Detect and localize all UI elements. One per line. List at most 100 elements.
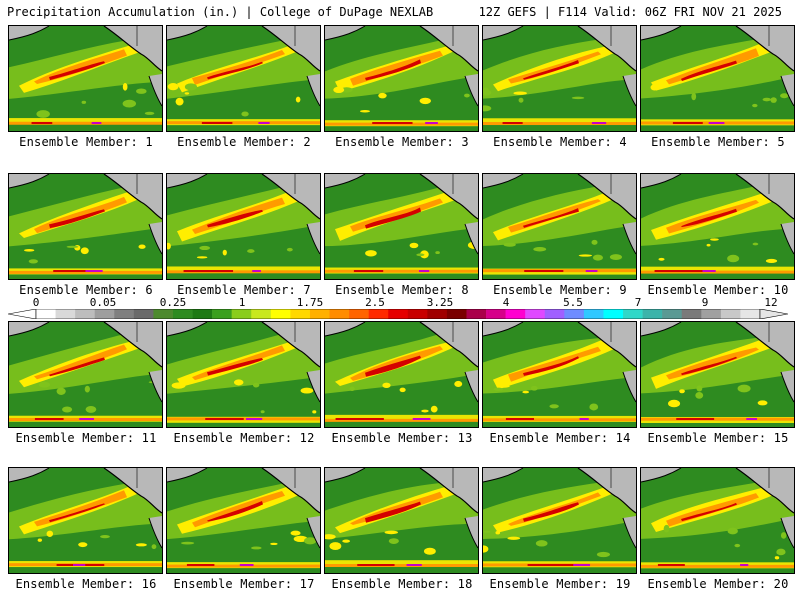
ensemble-caption: Ensemble Member: 1 xyxy=(19,135,153,149)
colorbar-label: 7 xyxy=(634,296,642,309)
colorbar-swatch xyxy=(349,309,369,319)
colorbar: 0 0.05 0.25 1 1.75 2.5 3.25 4 5.5 7 9 12 xyxy=(8,297,788,321)
colorbar-label: 0.25 xyxy=(159,296,187,309)
ensemble-caption: Ensemble Member: 7 xyxy=(177,283,311,297)
colorbar-swatch xyxy=(525,309,546,319)
ensemble-map-10 xyxy=(640,173,795,280)
ensemble-map-12 xyxy=(166,321,321,428)
colorbar-label: 0 xyxy=(32,296,40,309)
colorbar-label: 1.75 xyxy=(296,296,324,309)
colorbar-swatch xyxy=(153,309,174,319)
ensemble-map-7 xyxy=(166,173,321,280)
ensemble-caption: Ensemble Member: 8 xyxy=(335,283,469,297)
ensemble-caption: Ensemble Member: 19 xyxy=(489,577,631,591)
colorbar-swatch xyxy=(740,309,761,319)
colorbar-swatch xyxy=(486,309,506,319)
ensemble-map-6 xyxy=(8,173,163,280)
colorbar-swatch xyxy=(544,309,565,319)
colorbar-swatch xyxy=(94,309,115,319)
ensemble-caption: Ensemble Member: 2 xyxy=(177,135,311,149)
precip-map xyxy=(325,468,478,573)
colorbar-swatch xyxy=(36,309,56,319)
colorbar-swatch xyxy=(720,309,741,319)
ensemble-map-19 xyxy=(482,467,637,574)
precip-map xyxy=(641,468,794,573)
ensemble-map-16 xyxy=(8,467,163,574)
colorbar-label: 12 xyxy=(764,296,778,309)
colorbar-swatch xyxy=(192,309,213,319)
precip-map xyxy=(167,174,320,279)
precip-map xyxy=(9,322,162,427)
precip-map xyxy=(483,468,636,573)
colorbar-max-arrow xyxy=(759,309,788,319)
precip-map xyxy=(325,322,478,427)
colorbar-swatch xyxy=(133,309,154,319)
colorbar-swatch xyxy=(681,309,702,319)
colorbar-swatch xyxy=(623,309,643,319)
colorbar-swatch xyxy=(427,309,448,319)
ensemble-caption: Ensemble Member: 13 xyxy=(331,431,473,445)
colorbar-swatch xyxy=(505,309,526,319)
colorbar-label: 4 xyxy=(502,296,510,309)
colorbar-swatch xyxy=(55,309,76,319)
ensemble-map-8 xyxy=(324,173,479,280)
ensemble-caption: Ensemble Member: 12 xyxy=(173,431,315,445)
ensemble-map-13 xyxy=(324,321,479,428)
precip-map xyxy=(167,468,320,573)
colorbar-label: 9 xyxy=(701,296,709,309)
ensemble-map-5 xyxy=(640,25,795,132)
ensemble-map-15 xyxy=(640,321,795,428)
colorbar-swatch xyxy=(388,309,409,319)
ensemble-map-1 xyxy=(8,25,163,132)
ensemble-caption: Ensemble Member: 4 xyxy=(493,135,627,149)
run-info: 12Z GEFS | F114 Valid: 06Z FRI NOV 21 20… xyxy=(478,5,782,19)
colorbar-swatch xyxy=(290,309,311,319)
colorbar-swatch xyxy=(642,309,663,319)
ensemble-caption: Ensemble Member: 6 xyxy=(19,283,153,297)
ensemble-map-18 xyxy=(324,467,479,574)
precip-map xyxy=(483,174,636,279)
colorbar-swatch xyxy=(212,309,232,319)
colorbar-swatch xyxy=(231,309,252,319)
colorbar-label: 2.5 xyxy=(365,296,385,309)
ensemble-caption: Ensemble Member: 5 xyxy=(651,135,785,149)
ensemble-caption: Ensemble Member: 14 xyxy=(489,431,631,445)
colorbar-swatch xyxy=(603,309,624,319)
colorbar-label: 1 xyxy=(238,296,246,309)
ensemble-caption: Ensemble Member: 20 xyxy=(647,577,789,591)
colorbar-label: 5.5 xyxy=(563,296,583,309)
ensemble-caption: Ensemble Member: 15 xyxy=(647,431,789,445)
colorbar-swatch xyxy=(662,309,683,319)
ensemble-map-2 xyxy=(166,25,321,132)
colorbar-swatch xyxy=(309,309,330,319)
page-header: Precipitation Accumulation (in.) | Colle… xyxy=(0,0,800,24)
colorbar-swatch xyxy=(172,309,193,319)
colorbar-labels: 0 0.05 0.25 1 1.75 2.5 3.25 4 5.5 7 9 12 xyxy=(8,297,788,309)
colorbar-swatch xyxy=(701,309,722,319)
ensemble-map-20 xyxy=(640,467,795,574)
ensemble-map-4 xyxy=(482,25,637,132)
precip-map xyxy=(483,26,636,131)
ensemble-map-3 xyxy=(324,25,479,132)
precip-map xyxy=(483,322,636,427)
colorbar-swatch xyxy=(564,309,585,319)
ensemble-caption: Ensemble Member: 3 xyxy=(335,135,469,149)
ensemble-caption: Ensemble Member: 10 xyxy=(647,283,789,297)
colorbar-swatch xyxy=(251,309,272,319)
ensemble-caption: Ensemble Member: 18 xyxy=(331,577,473,591)
ensemble-map-14 xyxy=(482,321,637,428)
colorbar-scale xyxy=(8,309,788,319)
precip-map xyxy=(641,322,794,427)
precip-map xyxy=(167,26,320,131)
precip-map xyxy=(641,26,794,131)
ensemble-map-17 xyxy=(166,467,321,574)
precip-map xyxy=(325,174,478,279)
precip-map xyxy=(9,26,162,131)
colorbar-min-arrow xyxy=(8,309,37,319)
colorbar-swatch xyxy=(583,309,604,319)
precip-map xyxy=(9,174,162,279)
colorbar-swatch xyxy=(75,309,96,319)
colorbar-swatch xyxy=(329,309,350,319)
colorbar-swatch xyxy=(407,309,428,319)
ensemble-caption: Ensemble Member: 17 xyxy=(173,577,315,591)
